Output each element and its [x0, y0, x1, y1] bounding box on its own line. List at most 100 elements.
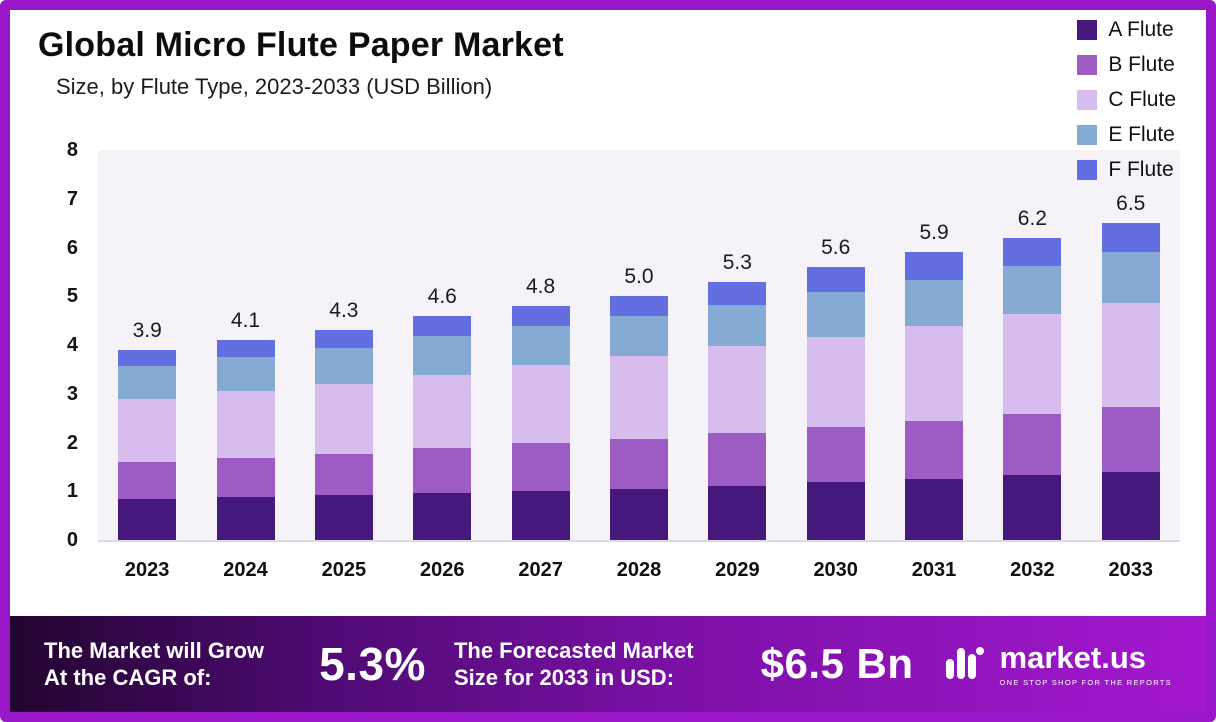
bar-segment-c-flute-2025 — [314, 384, 373, 454]
legend-swatch-b-flute — [1077, 55, 1098, 75]
x-label-2025: 2025 — [321, 559, 367, 581]
bar-segment-a-flute-2028 — [609, 488, 668, 540]
y-tick-5: 5 — [66, 285, 78, 308]
bar-slot-2025: 4.3 2025 — [313, 150, 375, 581]
bar-segment-b-flute-2027 — [511, 443, 570, 491]
y-axis: 0 1 2 3 4 5 6 7 8 — [40, 140, 88, 550]
bar-segment-b-flute-2031 — [905, 421, 964, 480]
stacked-bar-2023 — [118, 349, 177, 540]
bar-segment-f-flute-2028 — [609, 296, 668, 317]
y-tick-2: 2 — [66, 431, 78, 454]
y-tick-1: 1 — [66, 480, 78, 503]
legend-swatch-a-flute — [1077, 20, 1098, 40]
bar-total-label-2024: 4.1 — [230, 309, 261, 333]
legend-label: F Flute — [1108, 158, 1174, 181]
bar-segment-f-flute-2026 — [413, 315, 472, 336]
y-tick-0: 0 — [66, 529, 78, 551]
stacked-bar-2027 — [511, 306, 570, 540]
stacked-bar-2024 — [216, 340, 275, 540]
bar-segment-a-flute-2023 — [118, 498, 177, 540]
bar-segment-e-flute-2033 — [1101, 251, 1160, 303]
bar-slot-2033: 6.5 2033 — [1100, 150, 1162, 581]
stacked-bar-2033 — [1101, 223, 1160, 540]
legend-swatch-c-flute — [1077, 90, 1098, 110]
x-label-2024: 2024 — [223, 559, 268, 581]
bar-segment-f-flute-2029 — [708, 281, 767, 305]
bar-segment-e-flute-2029 — [708, 304, 767, 347]
bar-segment-c-flute-2032 — [1003, 314, 1062, 414]
legend-item-a-flute: A Flute — [1077, 18, 1176, 42]
forecast-value: $6.5 Bn — [760, 640, 914, 687]
legend: A Flute B Flute C Flute E Flute F Flute — [1077, 18, 1176, 182]
stacked-bar-2026 — [413, 315, 472, 540]
bar-slot-2030: 5.6 2030 — [805, 150, 867, 581]
bar-segment-f-flute-2030 — [806, 267, 865, 293]
legend-label: C Flute — [1108, 88, 1176, 111]
bar-segment-b-flute-2023 — [118, 462, 177, 499]
bar-slot-2027: 4.8 2027 — [510, 150, 572, 581]
marketus-brand: market.us ONE STOP SHOP FOR THE REPORTS — [942, 641, 1172, 687]
y-tick-7: 7 — [66, 187, 78, 210]
bar-slot-2028: 5.0 2028 — [608, 150, 670, 581]
bar-total-label-2032: 6.2 — [1017, 206, 1047, 230]
bar-segment-b-flute-2024 — [216, 458, 275, 498]
bar-slot-2031: 5.9 2031 — [903, 150, 965, 581]
bar-total-label-2023: 3.9 — [132, 318, 162, 342]
legend-label: B Flute — [1108, 53, 1175, 76]
bar-segment-c-flute-2028 — [609, 355, 668, 439]
x-label-2026: 2026 — [420, 559, 465, 581]
y-tick-8: 8 — [66, 139, 78, 161]
brand-text: market.us ONE STOP SHOP FOR THE REPORTS — [1000, 642, 1172, 687]
x-label-2027: 2027 — [518, 559, 563, 581]
bar-segment-a-flute-2025 — [314, 495, 373, 540]
bar-segment-a-flute-2027 — [511, 490, 570, 540]
legend-label: A Flute — [1108, 18, 1174, 41]
x-label-2031: 2031 — [911, 559, 957, 581]
bar-segment-f-flute-2023 — [118, 349, 177, 366]
bar-segment-c-flute-2027 — [511, 365, 570, 444]
forecast-label: The Forecasted Market Size for 2033 in U… — [453, 637, 694, 691]
y-tick-6: 6 — [66, 236, 78, 259]
bar-segment-f-flute-2025 — [314, 330, 373, 348]
bar-segment-e-flute-2031 — [905, 279, 964, 326]
bar-total-label-2025: 4.3 — [329, 299, 359, 323]
bar-slot-2023: 3.9 2023 — [116, 150, 178, 581]
stacked-bar-2032 — [1003, 237, 1062, 540]
plot-area: 3.9 2023 4.1 2024 4.3 2025 4.6 2026 4.8 2027 5.0 20… — [98, 150, 1180, 581]
bar-slot-2026: 4.6 2026 — [411, 150, 473, 581]
bar-segment-c-flute-2031 — [905, 325, 964, 422]
bar-total-label-2033: 6.5 — [1116, 192, 1146, 216]
chart-title: Global Micro Flute Paper Market — [38, 26, 564, 64]
legend-label: E Flute — [1108, 123, 1175, 146]
stacked-bar-2028 — [609, 296, 668, 540]
x-label-2030: 2030 — [813, 559, 858, 581]
bar-slot-2032: 6.2 2032 — [1001, 150, 1063, 581]
stacked-bar-2031 — [905, 252, 964, 540]
bar-segment-c-flute-2023 — [118, 398, 177, 462]
chart-header: Global Micro Flute Paper Market Size, by… — [38, 26, 564, 100]
chart-subtitle: Size, by Flute Type, 2023-2033 (USD Bill… — [56, 74, 493, 99]
bar-segment-e-flute-2024 — [216, 357, 275, 392]
footer-banner: The Market will Grow At the CAGR of: 5.3… — [10, 616, 1206, 712]
bar-segment-c-flute-2033 — [1101, 302, 1160, 408]
stacked-bar-2029 — [708, 281, 767, 540]
brand-name: market.us — [999, 639, 1146, 675]
bar-segment-c-flute-2026 — [413, 374, 472, 449]
bar-total-label-2029: 5.3 — [722, 250, 752, 274]
bar-segment-b-flute-2026 — [413, 448, 472, 493]
brand-tagline: ONE STOP SHOP FOR THE REPORTS — [999, 677, 1172, 687]
bar-segment-a-flute-2033 — [1101, 471, 1160, 540]
bar-segment-f-flute-2033 — [1101, 223, 1160, 252]
bar-segment-f-flute-2024 — [216, 340, 275, 358]
legend-item-e-flute: E Flute — [1077, 123, 1176, 147]
x-label-2028: 2028 — [616, 559, 662, 581]
bar-segment-b-flute-2028 — [609, 438, 668, 489]
bar-segment-c-flute-2029 — [708, 346, 767, 434]
bar-segment-e-flute-2026 — [413, 335, 472, 375]
bar-total-label-2027: 4.8 — [526, 275, 556, 299]
bar-segment-b-flute-2025 — [314, 453, 373, 496]
bar-segment-a-flute-2024 — [216, 497, 275, 540]
bar-total-label-2031: 5.9 — [919, 221, 949, 245]
bar-segment-a-flute-2031 — [905, 479, 964, 540]
bar-slot-2024: 4.1 2024 — [215, 150, 277, 581]
